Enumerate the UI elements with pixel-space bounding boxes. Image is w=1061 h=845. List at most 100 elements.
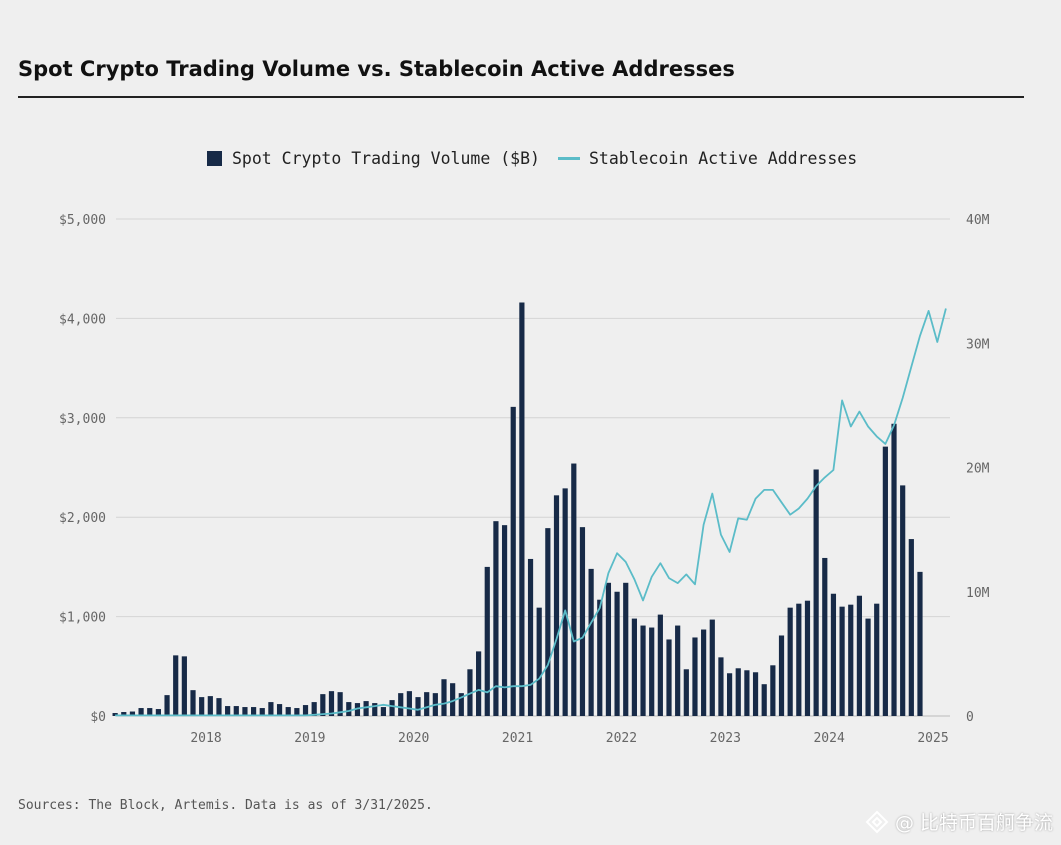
volume-bar bbox=[675, 625, 681, 716]
volume-bar bbox=[770, 665, 776, 716]
y-left-tick-label: $4,000 bbox=[59, 312, 106, 327]
volume-bar bbox=[294, 708, 300, 716]
y-right-tick-label: 20M bbox=[966, 462, 990, 477]
volume-bar bbox=[476, 651, 482, 716]
volume-bar bbox=[415, 697, 421, 716]
volume-bar bbox=[701, 629, 707, 716]
volume-bar bbox=[233, 706, 239, 716]
volume-bar bbox=[588, 568, 594, 716]
volume-bar bbox=[735, 668, 741, 716]
volume-bar bbox=[683, 669, 689, 716]
y-left-tick-label: $1,000 bbox=[59, 611, 106, 626]
volume-bar bbox=[709, 619, 715, 716]
volume-bar bbox=[424, 692, 430, 716]
volume-bar bbox=[874, 603, 880, 716]
volume-bar bbox=[597, 599, 603, 716]
volume-bar bbox=[865, 618, 871, 716]
volume-bar bbox=[259, 708, 265, 716]
volume-bar bbox=[917, 571, 923, 716]
volume-bar bbox=[908, 539, 914, 716]
volume-bar bbox=[398, 693, 404, 716]
legend-label-volume: Spot Crypto Trading Volume ($B) bbox=[232, 148, 540, 168]
y-right-tick-label: 40M bbox=[966, 213, 990, 228]
volume-bar bbox=[138, 708, 144, 716]
volume-bar bbox=[692, 637, 698, 716]
volume-bar bbox=[242, 707, 248, 716]
y-right-tick-label: 10M bbox=[966, 586, 990, 601]
volume-bar bbox=[856, 595, 863, 716]
volume-bar bbox=[337, 692, 343, 716]
volume-bar bbox=[173, 655, 179, 716]
volume-bar bbox=[744, 670, 750, 716]
volume-bar bbox=[527, 558, 534, 716]
volume-bar bbox=[796, 603, 802, 716]
volume-bar bbox=[787, 607, 793, 716]
x-tick-label: 2020 bbox=[398, 731, 429, 746]
volume-bar bbox=[640, 625, 646, 716]
volume-bar bbox=[562, 488, 568, 716]
volume-bar bbox=[164, 695, 170, 716]
watermark: @ 比特币百舸争流 bbox=[865, 808, 1053, 835]
y-axis-right-ticks: 0 10M 20M 30M 40M bbox=[966, 213, 990, 725]
watermark-text: @ 比特币百舸争流 bbox=[894, 812, 1053, 834]
volume-bar bbox=[155, 709, 161, 716]
legend-label-addresses: Stablecoin Active Addresses bbox=[588, 148, 858, 168]
volume-bar bbox=[363, 701, 369, 716]
volume-bar bbox=[493, 521, 499, 716]
volume-bar bbox=[631, 618, 637, 716]
x-tick-label: 2022 bbox=[606, 731, 637, 746]
y-left-tick-label: $2,000 bbox=[59, 511, 106, 526]
x-tick-label: 2018 bbox=[190, 731, 221, 746]
volume-bar bbox=[311, 702, 317, 716]
volume-bar bbox=[380, 707, 387, 716]
volume-bar bbox=[848, 604, 854, 716]
volume-bar bbox=[718, 657, 724, 716]
legend-line-swatch bbox=[557, 156, 580, 160]
volume-bar bbox=[181, 656, 187, 716]
volume-bar bbox=[804, 600, 811, 716]
volume-bars bbox=[112, 302, 923, 716]
x-axis-ticks: 2018 2019 2020 2021 2022 2023 2024 2025 bbox=[190, 731, 948, 746]
volume-bar bbox=[536, 607, 542, 716]
volume-bar bbox=[121, 712, 127, 716]
volume-bar bbox=[510, 406, 516, 716]
watermark-logo-icon bbox=[865, 810, 889, 833]
volume-bar bbox=[519, 302, 525, 716]
addresses-line bbox=[115, 308, 947, 717]
volume-bar bbox=[190, 690, 196, 716]
volume-bar bbox=[389, 700, 395, 716]
volume-bar bbox=[320, 694, 326, 716]
x-tick-label: 2023 bbox=[710, 731, 741, 746]
x-tick-label: 2025 bbox=[917, 731, 948, 746]
x-tick-label: 2024 bbox=[813, 731, 844, 746]
volume-bar bbox=[441, 679, 447, 716]
volume-bar bbox=[778, 635, 785, 716]
volume-bar bbox=[830, 593, 837, 716]
y-left-tick-label: $3,000 bbox=[59, 412, 106, 427]
volume-bar bbox=[250, 707, 257, 716]
volume-bar bbox=[822, 557, 828, 716]
volume-bar bbox=[882, 446, 888, 716]
title-divider bbox=[18, 96, 1024, 98]
source-note: Sources: The Block, Artemis. Data is as … bbox=[18, 798, 433, 813]
volume-bar bbox=[147, 708, 153, 716]
y-axis-left-ticks: $0 $1,000 $2,000 $3,000 $4,000 $5,000 bbox=[59, 213, 106, 725]
volume-bar bbox=[666, 639, 672, 716]
volume-bar bbox=[458, 693, 464, 716]
volume-bar bbox=[726, 673, 733, 716]
volume-bar bbox=[285, 707, 291, 716]
volume-bar bbox=[545, 528, 551, 716]
volume-bar bbox=[354, 703, 361, 716]
volume-bar bbox=[484, 566, 490, 716]
volume-bar bbox=[614, 591, 620, 716]
volume-bar bbox=[328, 691, 335, 716]
y-right-tick-label: 30M bbox=[966, 337, 990, 352]
volume-bar bbox=[623, 582, 629, 716]
volume-bar bbox=[406, 691, 412, 716]
volume-bar bbox=[129, 711, 136, 716]
volume-bar bbox=[605, 582, 612, 716]
x-tick-label: 2019 bbox=[294, 731, 325, 746]
volume-bar bbox=[891, 423, 897, 716]
volume-bar bbox=[216, 698, 222, 716]
volume-bar bbox=[571, 463, 577, 716]
